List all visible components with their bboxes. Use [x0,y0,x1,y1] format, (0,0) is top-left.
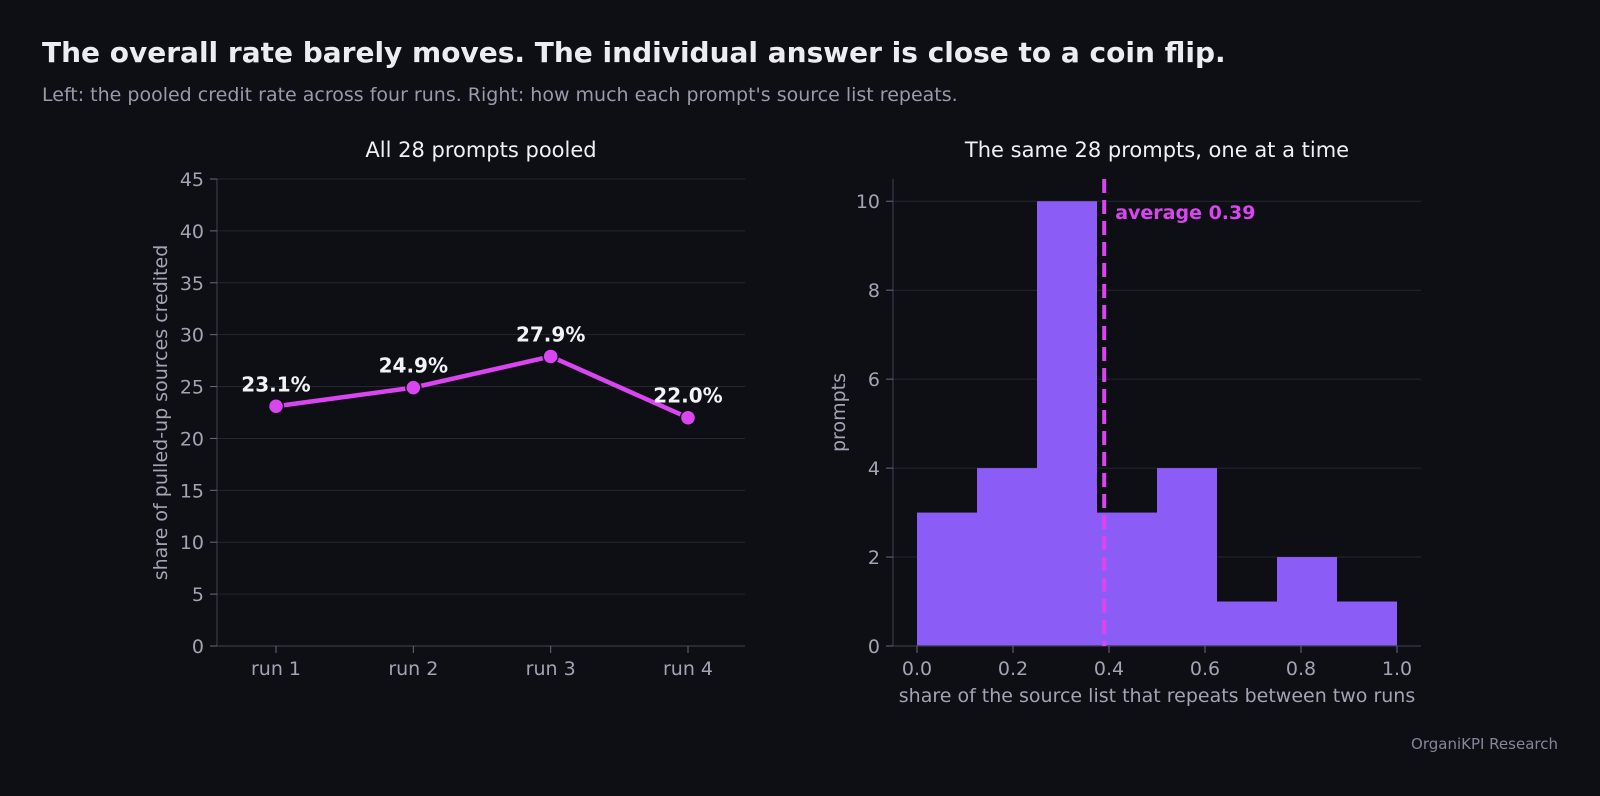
right-x-tick-label: 0.4 [1094,658,1124,680]
series-line [275,354,689,420]
histogram-bar [1337,601,1397,646]
chart-title: The overall rate barely moves. The indiv… [42,36,1226,69]
data-label: 24.9% [379,354,448,378]
right-x-tick-label: 0.2 [998,658,1028,680]
histogram-bar [917,512,977,646]
footer-credit: OrganiKPI Research [1411,735,1558,753]
right-x-tick-label: 0.0 [902,658,932,680]
data-point [267,398,285,415]
left-panel-title: All 28 prompts pooled [365,138,596,162]
data-label: 23.1% [241,372,310,396]
data-label: 22.0% [653,384,722,408]
right-y-tick-label: 6 [868,369,880,391]
left-y-tick-label: 15 [180,480,204,502]
left-y-tick-label: 5 [192,584,204,606]
left-y-tick-label: 25 [180,377,204,399]
right-y-tick-label: 2 [868,547,880,569]
right-panel-title: The same 28 prompts, one at a time [964,138,1349,162]
histogram-bar [1037,201,1097,646]
right-y-tick-label: 8 [868,280,880,302]
right-x-tick-label: 0.8 [1286,658,1316,680]
average-label: average 0.39 [1115,202,1255,224]
data-point [679,409,697,426]
data-point [542,348,559,365]
histogram-bar [1277,557,1337,646]
right-x-axis-title: share of the source list that repeats be… [899,685,1416,707]
left-y-tick-label: 45 [180,169,204,191]
left-x-tick-label: run 4 [663,658,713,680]
chart-subtitle: Left: the pooled credit rate across four… [42,84,958,106]
histogram-bar [1217,601,1277,646]
histogram-bar [977,468,1037,646]
left-x-tick-label: run 2 [388,658,438,680]
right-x-tick-label: 0.6 [1190,658,1220,680]
left-y-axis-title: share of pulled-up sources credited [150,245,172,581]
left-x-tick-label: run 3 [526,658,576,680]
histogram-bar [1157,468,1217,646]
right-y-tick-label: 10 [856,191,880,213]
left-y-tick-label: 40 [180,221,204,243]
left-y-tick-label: 35 [180,273,204,295]
right-y-tick-label: 4 [868,458,880,480]
left-y-tick-label: 20 [180,428,204,450]
histogram-bar [1097,512,1157,646]
left-y-tick-label: 0 [192,636,204,658]
left-y-tick-label: 10 [180,532,204,554]
right-y-tick-label: 0 [868,636,880,658]
right-y-axis-title: prompts [828,373,850,452]
left-y-tick-label: 30 [180,325,204,347]
data-point [405,379,422,396]
data-label: 27.9% [516,322,585,346]
right-x-tick-label: 1.0 [1382,658,1412,680]
left-x-tick-label: run 1 [251,658,301,680]
